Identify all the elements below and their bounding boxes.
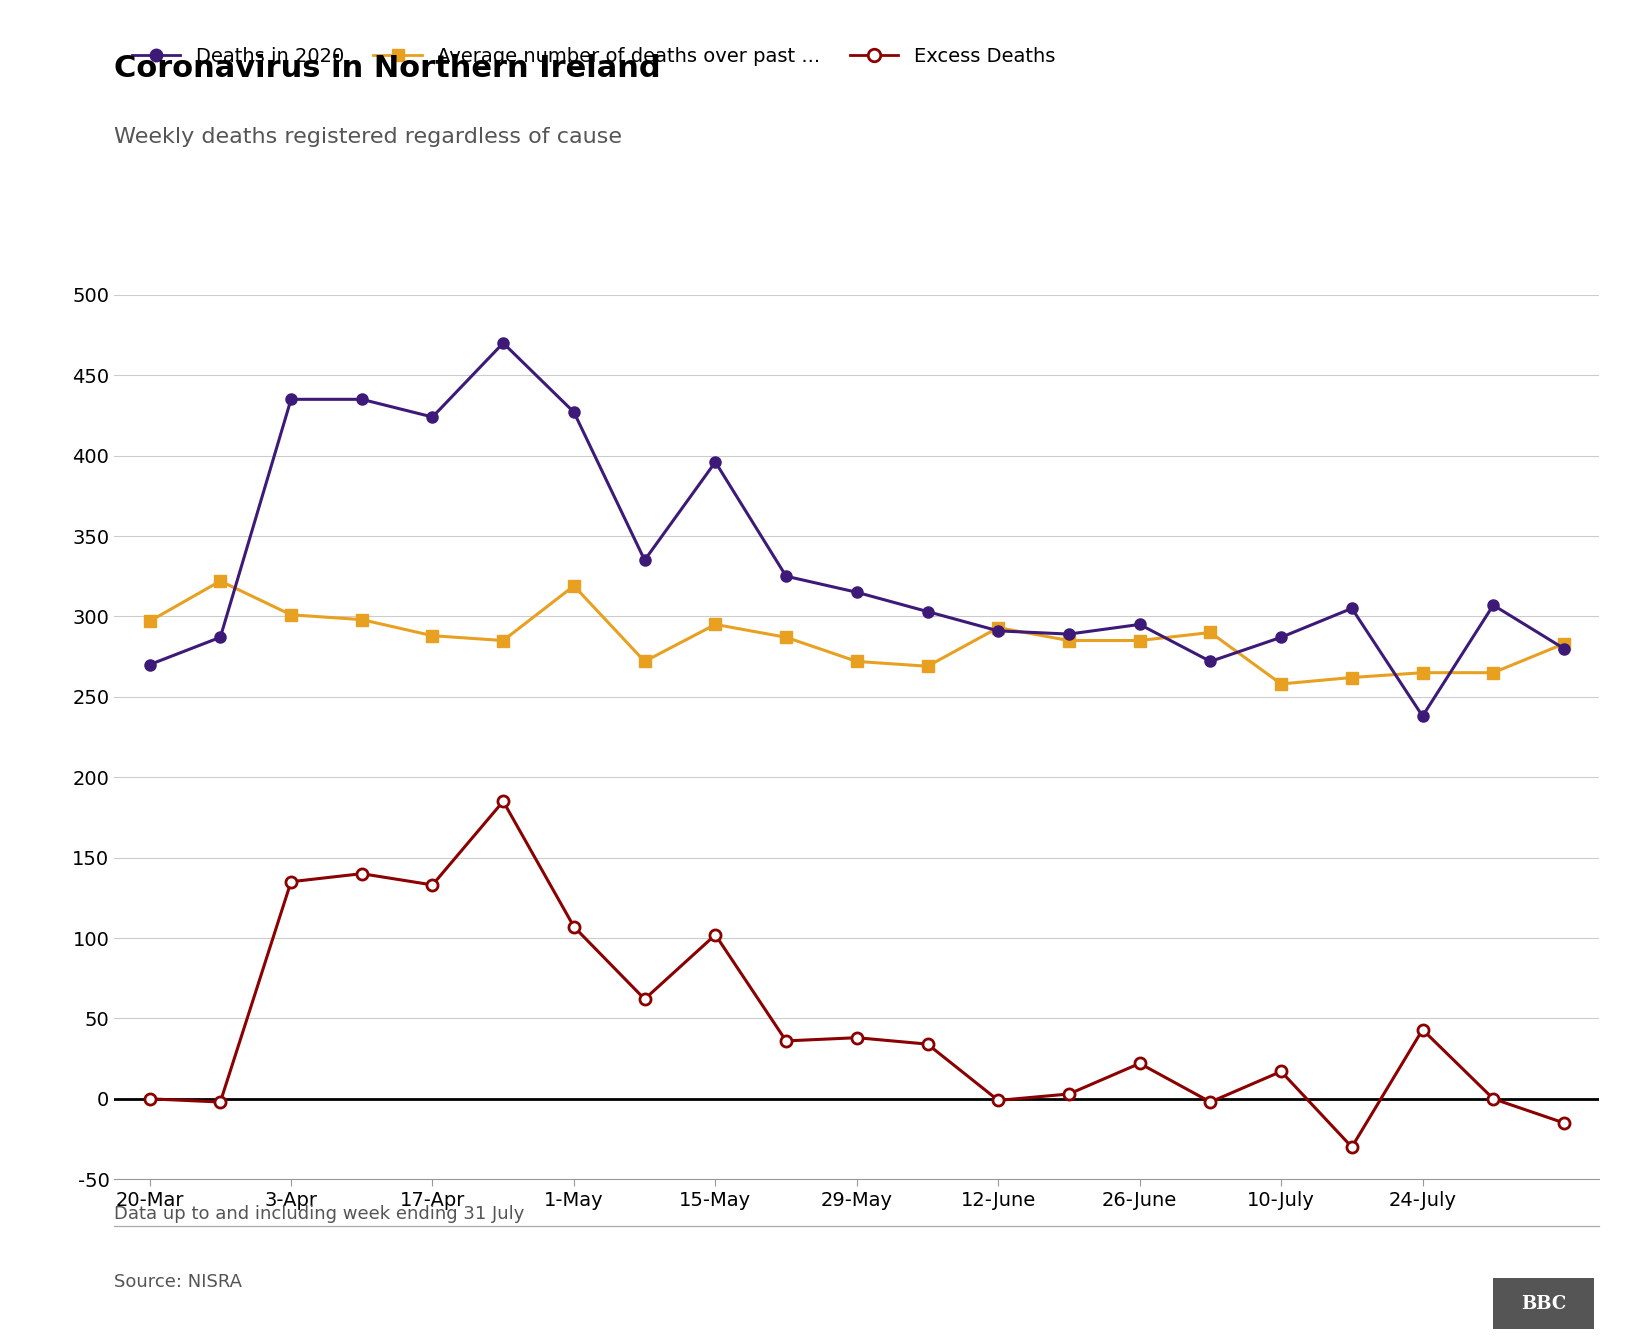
Text: Source: NISRA: Source: NISRA <box>114 1273 242 1290</box>
Text: Coronavirus in Northern Ireland: Coronavirus in Northern Ireland <box>114 54 661 83</box>
Text: Data up to and including week ending 31 July: Data up to and including week ending 31 … <box>114 1206 524 1223</box>
Text: BBC: BBC <box>1521 1294 1567 1313</box>
Text: Weekly deaths registered regardless of cause: Weekly deaths registered regardless of c… <box>114 127 622 147</box>
Legend: Deaths in 2020, Average number of deaths over past ..., Excess Deaths: Deaths in 2020, Average number of deaths… <box>124 39 1062 74</box>
